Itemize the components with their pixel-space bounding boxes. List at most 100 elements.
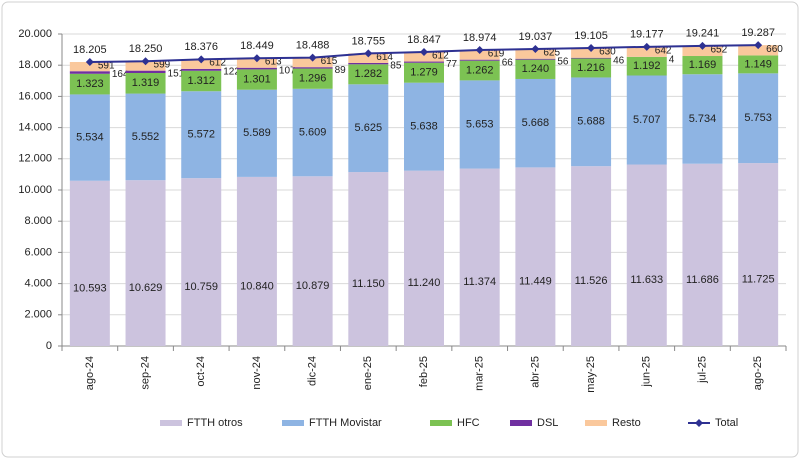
data-label: 613 [265,57,282,68]
bar-segment [69,71,110,74]
data-label: 615 [321,56,338,67]
data-label: 11.526 [575,275,608,287]
legend-label: FTTH Movistar [309,417,382,429]
bar-segment [236,58,277,68]
bar-segment [236,176,277,346]
data-label: 630 [599,47,616,58]
data-label: 89 [335,65,347,76]
data-label: 1.149 [744,58,772,70]
bar-segment [571,77,612,167]
total-marker [642,42,651,51]
bar-segment [515,59,556,79]
bar-segment [515,78,556,168]
total-label: 19.037 [519,31,553,43]
bar-segment [571,166,612,346]
total-label: 18.755 [351,35,385,47]
data-label: 164 [112,69,129,80]
data-label: 5.638 [410,121,438,133]
data-label: 5.609 [299,126,327,138]
data-label: 4 [669,54,675,65]
bar-segment [571,58,612,78]
bar-segment [404,62,444,83]
data-label: 1.192 [633,60,661,72]
bar-segment [69,94,110,181]
total-marker [475,46,484,55]
total-label: 18.205 [73,44,107,56]
data-label: 1.240 [522,63,550,75]
total-label: 18.974 [463,32,497,44]
data-label: 614 [376,52,393,63]
data-label: 66 [502,57,514,68]
data-label: 5.589 [243,127,271,139]
data-label: 107 [279,65,296,76]
bar-segment [459,60,500,81]
bar-segment [292,57,333,68]
legend-marker [695,419,703,427]
data-label: 1.282 [355,68,383,80]
x-tick-label: ago-24 [84,356,96,390]
bar-segment [404,82,444,171]
total-label: 19.177 [630,29,664,41]
bar-segment [125,73,166,94]
data-label: 5.534 [76,131,104,143]
bar-segment [515,58,556,60]
y-tick-label: 6.000 [24,246,52,258]
bar-segment [571,57,612,59]
y-tick-label: 0 [46,340,52,352]
y-tick-label: 14.000 [18,122,52,134]
data-label: 11.150 [352,278,385,290]
data-label: 1.323 [76,78,104,90]
data-label: 5.707 [633,114,661,126]
total-marker [531,45,540,54]
data-label: 122 [223,67,240,78]
total-label: 18.488 [296,39,330,51]
data-label: 10.840 [240,280,274,292]
bar-segment [125,180,166,346]
data-label: 46 [613,55,625,66]
bar-segment [181,68,222,71]
x-tick-label: abr-25 [529,356,541,388]
data-label: 5.753 [744,112,772,124]
bar-segment [181,70,222,92]
bar-segment [682,74,723,164]
data-label: 5.734 [689,113,717,125]
x-tick-label: ago-25 [752,356,764,390]
total-marker [85,58,94,67]
bar-segment [682,163,723,346]
bar-segment [459,59,500,61]
data-label: 599 [154,60,171,71]
data-label: 1.169 [689,59,717,71]
total-marker [364,49,373,58]
bar-segment [626,56,667,76]
y-tick-label: 20.000 [18,28,52,40]
data-label: 11.725 [742,273,775,285]
y-tick-label: 18.000 [18,59,52,71]
total-marker [197,55,206,64]
total-label: 19.105 [574,30,608,42]
bar-segment [292,67,333,69]
bar-segment [292,68,333,89]
bar-segment [236,67,277,70]
bar-segment [626,75,667,165]
bar-segment [69,62,110,72]
x-tick-label: ene-25 [362,356,374,390]
data-label: 11.449 [519,276,552,288]
y-tick-label: 8.000 [24,215,52,227]
bar-segment [738,55,779,74]
legend-swatch [160,420,182,426]
total-marker [420,47,428,56]
x-tick-label: jun-25 [641,356,653,388]
y-tick-label: 12.000 [18,153,52,165]
data-label: 1.279 [410,67,438,79]
bar-segment [348,172,389,346]
data-label: 1.312 [187,75,215,87]
legend-swatch [585,420,607,426]
bar-segment [181,178,222,346]
legend-label: Resto [612,417,641,429]
bar-segment [125,93,166,181]
legend-label: DSL [537,417,558,429]
bar-segment [348,64,389,85]
legend-swatch [282,420,304,426]
bar-segment [181,91,222,179]
